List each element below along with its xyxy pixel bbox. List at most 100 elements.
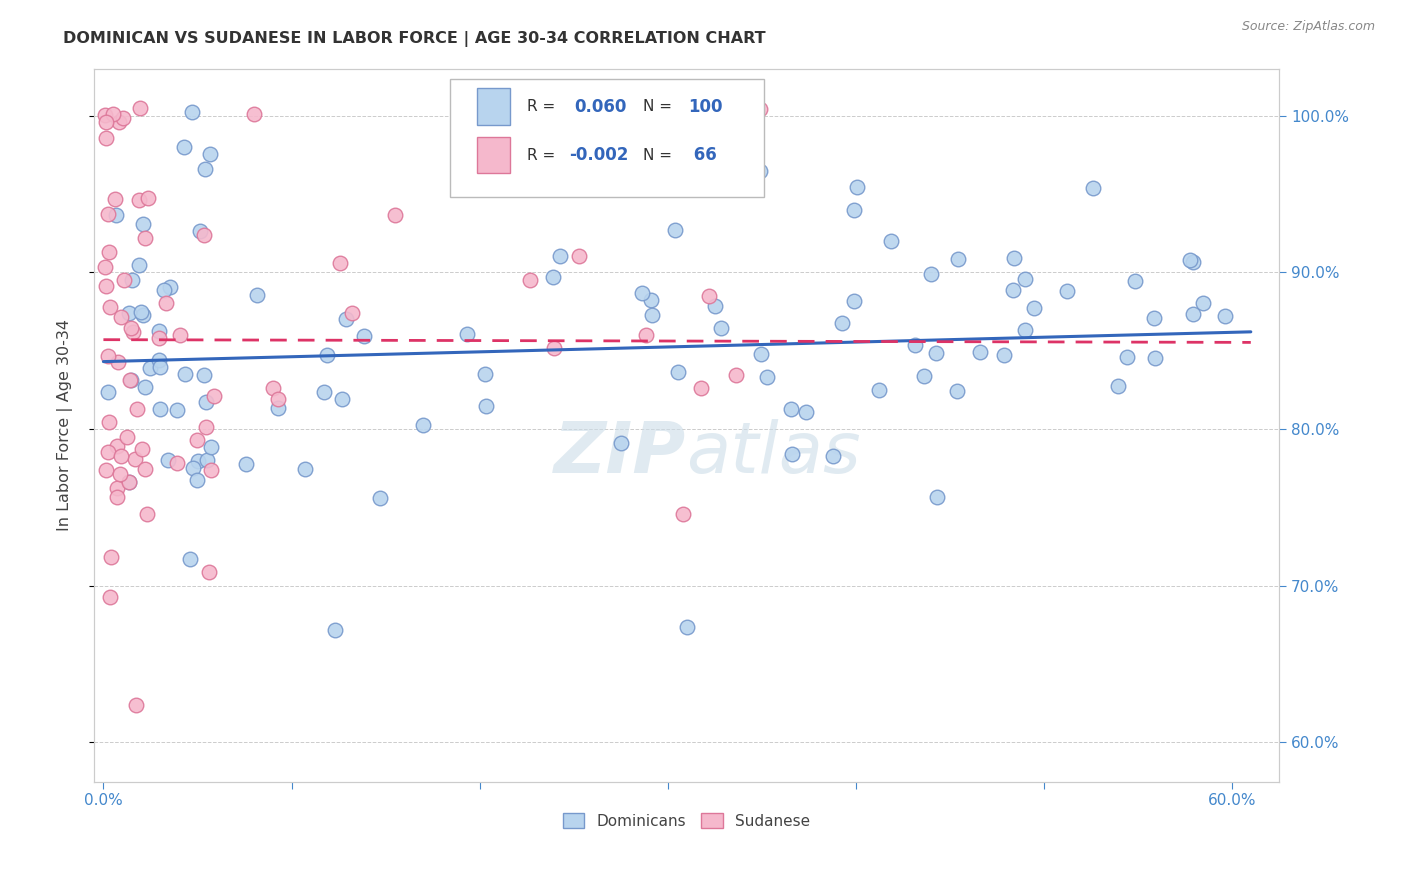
- Point: [664, 223, 686, 237]
- Point: [128, 258, 150, 272]
- Point: [186, 473, 208, 487]
- Point: [474, 368, 496, 382]
- Point: [112, 111, 135, 125]
- Point: [173, 140, 195, 154]
- Point: [548, 249, 571, 263]
- Point: [132, 308, 155, 322]
- Point: [108, 467, 131, 481]
- Point: [173, 368, 195, 382]
- Point: [262, 381, 284, 395]
- Point: [519, 273, 541, 287]
- Point: [780, 447, 803, 461]
- Point: [631, 285, 654, 300]
- Point: [97, 444, 120, 458]
- Point: [634, 328, 657, 343]
- Point: [94, 260, 117, 274]
- Point: [1002, 283, 1025, 297]
- Point: [384, 208, 406, 222]
- Point: [609, 435, 631, 450]
- Point: [846, 180, 869, 194]
- Point: [412, 417, 434, 432]
- Point: [131, 305, 153, 319]
- Point: [1022, 301, 1045, 315]
- Point: [156, 453, 179, 467]
- Point: [323, 623, 346, 637]
- Point: [904, 338, 927, 352]
- Point: [235, 457, 257, 471]
- Point: [993, 348, 1015, 362]
- Point: [103, 107, 125, 121]
- Point: [1182, 254, 1205, 268]
- Point: [193, 368, 215, 383]
- Point: [842, 202, 865, 217]
- Point: [675, 620, 697, 634]
- Point: [129, 101, 152, 115]
- Point: [748, 102, 770, 116]
- Point: [456, 326, 478, 341]
- Point: [794, 405, 817, 419]
- Point: [666, 365, 689, 379]
- Point: [749, 164, 772, 178]
- Point: [128, 193, 150, 207]
- Point: [105, 439, 128, 453]
- Point: [152, 283, 174, 297]
- Text: -0.002: -0.002: [569, 146, 628, 164]
- Point: [94, 130, 117, 145]
- Point: [136, 191, 159, 205]
- Point: [1191, 295, 1213, 310]
- Point: [197, 565, 219, 579]
- Point: [105, 490, 128, 504]
- Point: [100, 300, 122, 314]
- Point: [543, 341, 565, 355]
- Point: [946, 252, 969, 266]
- Point: [1215, 310, 1237, 324]
- Point: [120, 373, 142, 387]
- Point: [121, 273, 143, 287]
- Point: [134, 380, 156, 394]
- Point: [821, 449, 844, 463]
- Point: [1014, 271, 1036, 285]
- Point: [842, 294, 865, 309]
- Point: [912, 369, 935, 384]
- Point: [195, 453, 218, 467]
- Point: [1002, 252, 1025, 266]
- Point: [924, 346, 946, 360]
- Text: N =: N =: [643, 148, 672, 162]
- Point: [1182, 306, 1205, 320]
- Point: [96, 115, 118, 129]
- Point: [187, 454, 209, 468]
- Point: [186, 433, 208, 447]
- Y-axis label: In Labor Force | Age 30-34: In Labor Force | Age 30-34: [58, 319, 73, 531]
- Point: [1056, 284, 1078, 298]
- Point: [105, 481, 128, 495]
- Point: [149, 402, 172, 417]
- Point: [94, 107, 117, 121]
- Text: R =: R =: [526, 148, 560, 162]
- Point: [120, 374, 142, 388]
- Point: [267, 401, 290, 416]
- Point: [1107, 379, 1129, 393]
- Point: [195, 420, 218, 434]
- Point: [159, 279, 181, 293]
- Point: [121, 326, 143, 340]
- Point: [330, 392, 353, 407]
- Point: [110, 449, 132, 463]
- Point: [568, 249, 591, 263]
- Text: 100: 100: [688, 97, 723, 116]
- Point: [1178, 252, 1201, 267]
- Text: 0.060: 0.060: [574, 97, 626, 116]
- Point: [131, 442, 153, 457]
- Point: [118, 306, 141, 320]
- Point: [690, 381, 713, 395]
- Point: [1081, 181, 1104, 195]
- Point: [132, 217, 155, 231]
- Point: [166, 402, 188, 417]
- Point: [118, 475, 141, 489]
- Point: [169, 328, 191, 343]
- Point: [188, 224, 211, 238]
- Point: [155, 296, 177, 310]
- Point: [1014, 323, 1036, 337]
- Point: [880, 235, 903, 249]
- Point: [710, 321, 733, 335]
- Point: [316, 347, 339, 361]
